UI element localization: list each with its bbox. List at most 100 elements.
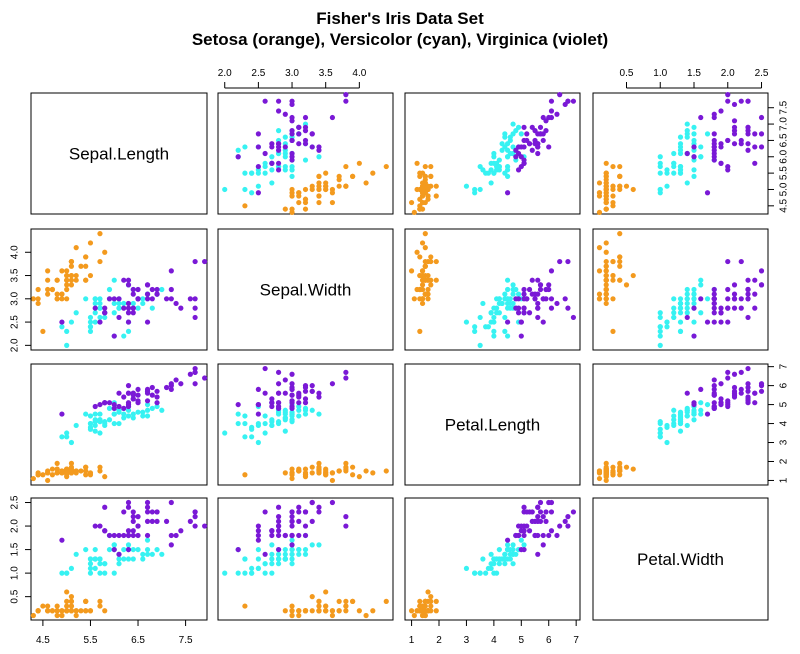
data-point-virginica — [269, 400, 275, 406]
data-point-versicolor — [111, 420, 117, 427]
data-point-versicolor — [691, 167, 697, 173]
data-point-versicolor — [269, 167, 275, 173]
data-point-versicolor — [64, 342, 70, 348]
data-point-versicolor — [73, 551, 79, 557]
data-point-setosa — [603, 286, 609, 293]
tick-label: 4 — [779, 420, 790, 426]
data-point-setosa — [316, 173, 322, 179]
data-point-versicolor — [282, 163, 288, 170]
data-point-virginica — [289, 523, 295, 529]
data-point-setosa — [83, 598, 89, 604]
data-point-setosa — [59, 296, 65, 302]
data-point-virginica — [752, 390, 758, 396]
data-point-virginica — [521, 286, 527, 293]
data-point-virginica — [309, 383, 315, 389]
data-point-virginica — [262, 98, 268, 104]
data-point-virginica — [343, 375, 349, 381]
tick-label: 3.5 — [10, 268, 21, 282]
data-point-virginica — [302, 396, 309, 402]
data-point-virginica — [168, 532, 174, 539]
data-point-versicolor — [671, 163, 677, 170]
data-point-virginica — [554, 300, 560, 307]
data-point-setosa — [45, 277, 51, 283]
data-point-versicolor — [704, 296, 711, 302]
data-point-virginica — [529, 291, 535, 297]
data-point-setosa — [596, 470, 603, 476]
data-point-setosa — [419, 612, 426, 619]
data-point-setosa — [64, 272, 70, 279]
data-point-virginica — [187, 518, 193, 524]
data-point-versicolor — [106, 546, 113, 553]
data-point-setosa — [78, 608, 84, 614]
data-point-virginica — [289, 371, 295, 377]
data-point-versicolor — [289, 173, 295, 179]
data-point-versicolor — [296, 407, 302, 413]
data-point-versicolor — [235, 411, 241, 417]
data-point-versicolor — [521, 542, 527, 548]
data-point-virginica — [738, 258, 744, 265]
data-point-versicolor — [121, 333, 127, 339]
data-point-virginica — [745, 277, 751, 283]
data-point-virginica — [711, 286, 717, 293]
data-point-setosa — [289, 608, 295, 614]
data-point-versicolor — [671, 420, 677, 427]
data-point-setosa — [73, 277, 79, 283]
data-point-virginica — [691, 400, 697, 406]
data-point-versicolor — [483, 570, 489, 576]
data-point-versicolor — [121, 300, 127, 307]
data-point-versicolor — [657, 333, 663, 339]
tick-label: 3.0 — [10, 291, 21, 305]
data-point-versicolor — [316, 154, 322, 160]
data-point-virginica — [121, 405, 127, 411]
data-point-versicolor — [249, 565, 255, 572]
data-point-setosa — [610, 203, 616, 209]
data-point-virginica — [135, 514, 141, 520]
data-point-versicolor — [488, 310, 494, 316]
data-point-setosa — [316, 603, 322, 609]
data-point-virginica — [745, 131, 751, 137]
data-point-virginica — [121, 394, 127, 400]
data-point-versicolor — [684, 180, 690, 186]
data-point-virginica — [144, 499, 151, 506]
data-point-versicolor — [235, 570, 241, 576]
data-point-versicolor — [698, 310, 704, 316]
data-point-versicolor — [64, 430, 70, 436]
panel-petal-width-vs-sepal-length — [30, 497, 208, 621]
data-point-setosa — [54, 460, 60, 466]
data-point-setosa — [302, 466, 309, 472]
data-point-setosa — [343, 460, 349, 466]
tick-label: 1.0 — [653, 68, 667, 79]
data-point-virginica — [269, 160, 275, 166]
data-point-virginica — [289, 392, 295, 398]
data-point-setosa — [617, 258, 623, 265]
data-point-setosa — [35, 608, 41, 614]
data-point-virginica — [289, 400, 295, 406]
data-point-versicolor — [255, 183, 261, 189]
data-point-virginica — [758, 144, 765, 150]
data-point-virginica — [537, 499, 544, 506]
data-point-versicolor — [684, 128, 690, 134]
data-point-versicolor — [664, 439, 670, 446]
data-point-setosa — [54, 470, 60, 476]
data-point-setosa — [422, 245, 428, 251]
data-point-virginica — [546, 144, 552, 150]
data-point-versicolor — [677, 328, 684, 334]
data-point-setosa — [59, 612, 65, 619]
data-point-setosa — [603, 186, 609, 193]
data-point-versicolor — [242, 556, 248, 562]
data-point-setosa — [68, 282, 75, 288]
data-point-versicolor — [289, 409, 295, 415]
data-point-setosa — [329, 608, 336, 614]
data-point-versicolor — [499, 556, 505, 562]
data-point-versicolor — [691, 286, 697, 293]
data-point-virginica — [752, 400, 758, 406]
data-point-setosa — [87, 472, 94, 478]
data-point-virginica — [562, 296, 568, 302]
data-point-setosa — [433, 608, 439, 614]
data-point-setosa — [596, 209, 603, 215]
data-point-setosa — [603, 160, 609, 166]
data-point-setosa — [425, 296, 431, 302]
data-point-setosa — [433, 258, 439, 265]
data-point-setosa — [411, 612, 417, 619]
data-point-virginica — [711, 319, 717, 325]
